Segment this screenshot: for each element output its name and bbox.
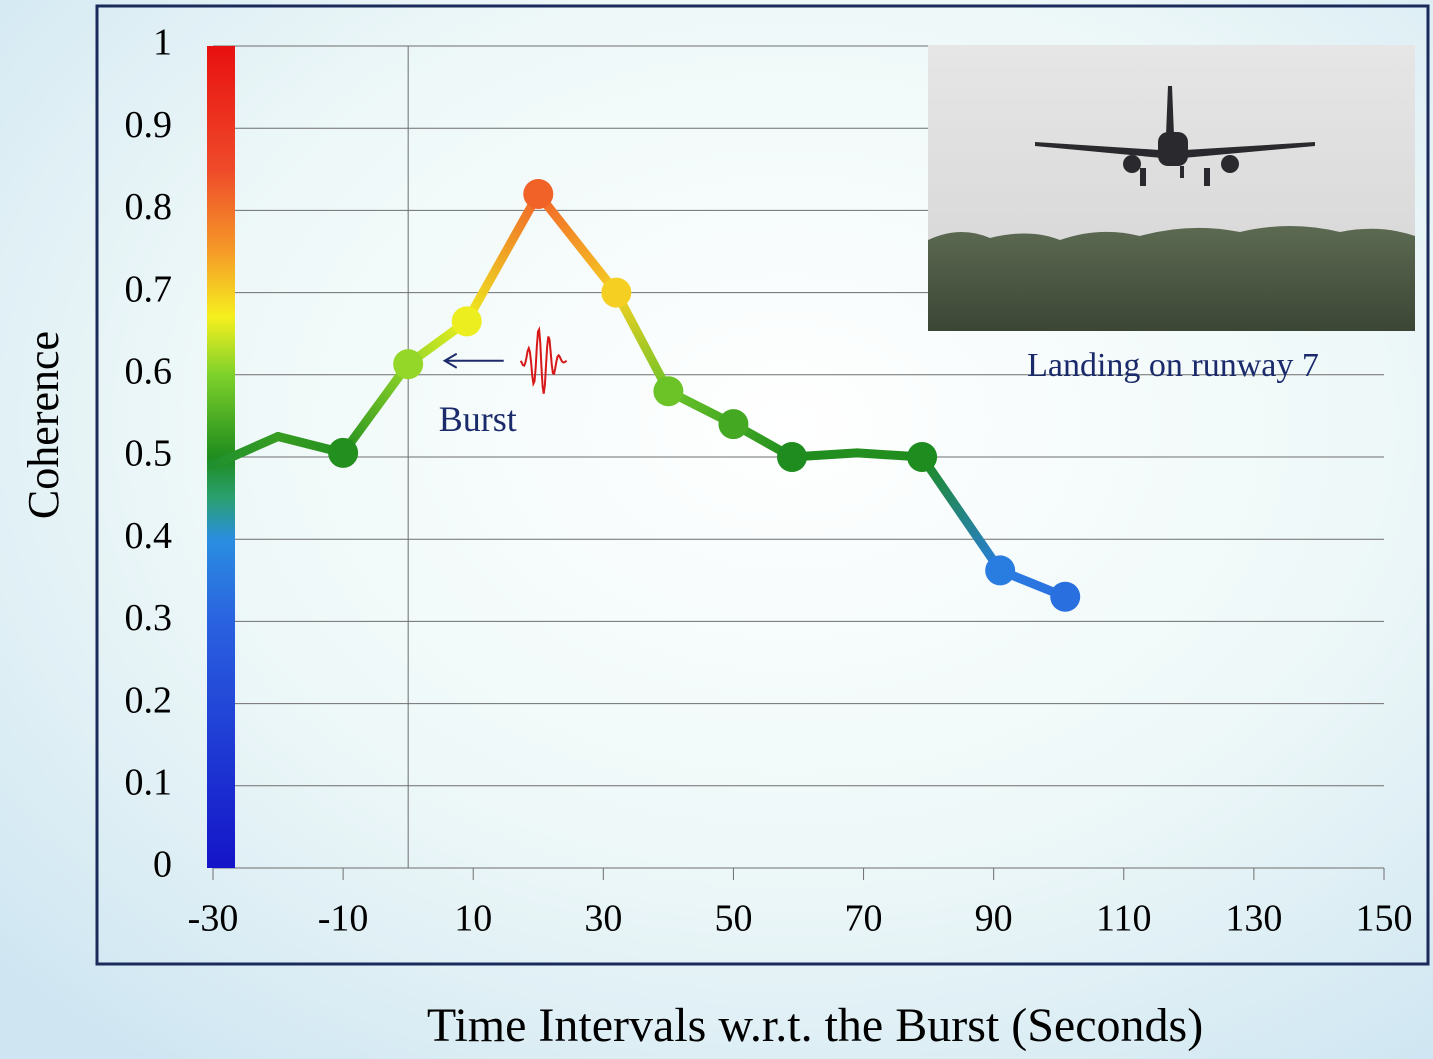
point bbox=[393, 349, 424, 380]
x-tick-label: 10 bbox=[454, 898, 492, 940]
line-segment bbox=[208, 431, 283, 470]
y-tick-label: 0.2 bbox=[125, 679, 173, 721]
point bbox=[601, 277, 632, 308]
burst-wave bbox=[519, 326, 568, 394]
point bbox=[776, 442, 807, 472]
y-tick-label: 0.1 bbox=[125, 762, 173, 804]
grid: 0 0.1 0.2 0.3 0.4 0.5 0.6 0.7 0.8 0.9 1 -30 -10 10 30 5… bbox=[125, 22, 1413, 940]
point bbox=[985, 555, 1016, 586]
y-tick-label: 0 bbox=[153, 844, 172, 886]
airplane bbox=[1035, 86, 1315, 186]
frame bbox=[95, 4, 1430, 966]
point bbox=[1050, 581, 1081, 612]
y-tick-label: 0.3 bbox=[125, 597, 173, 639]
inset-trees bbox=[928, 226, 1415, 331]
x-tick-label: 50 bbox=[714, 898, 752, 940]
x-tick-label: -30 bbox=[188, 898, 239, 940]
line-segment bbox=[533, 189, 621, 298]
y-axis-title: Coherence bbox=[19, 331, 68, 519]
point bbox=[328, 437, 359, 468]
y-tick-label: 0.4 bbox=[125, 515, 173, 557]
x-tick-label: 90 bbox=[975, 898, 1013, 940]
y-tick-label: 0.8 bbox=[125, 186, 173, 228]
plot: Burst bbox=[207, 46, 1081, 868]
x-tick-label: 30 bbox=[584, 898, 622, 940]
y-tick-label: 0.9 bbox=[125, 104, 173, 146]
x-tick-label: 130 bbox=[1225, 898, 1282, 940]
x-tick-label: 150 bbox=[1356, 898, 1413, 940]
point bbox=[653, 376, 684, 407]
x-tick-label: 110 bbox=[1096, 898, 1152, 940]
point bbox=[907, 442, 938, 472]
line-segment bbox=[338, 359, 413, 458]
x-tick-label: -10 bbox=[318, 898, 369, 940]
y-tick-label: 0.7 bbox=[125, 268, 173, 310]
inset-caption: Landing on runway 7 bbox=[1027, 347, 1319, 384]
annotation-arrow bbox=[442, 352, 504, 369]
line-segment bbox=[917, 452, 1005, 575]
y-tick-label: 0.5 bbox=[125, 433, 173, 475]
line-series bbox=[208, 189, 1070, 602]
line-segment bbox=[611, 288, 673, 396]
x-axis-title: Time Intervals w.r.t. the Burst (Seconds… bbox=[427, 999, 1203, 1052]
inset-photo bbox=[928, 45, 1415, 331]
y-tick-label: 1 bbox=[153, 22, 172, 64]
y-tick-label: 0.6 bbox=[125, 351, 173, 393]
line-segment bbox=[462, 189, 543, 326]
point bbox=[523, 178, 554, 209]
point bbox=[451, 306, 482, 337]
x-tick-label: 70 bbox=[845, 898, 883, 940]
annotation: Burst bbox=[439, 399, 517, 439]
point bbox=[718, 409, 749, 440]
